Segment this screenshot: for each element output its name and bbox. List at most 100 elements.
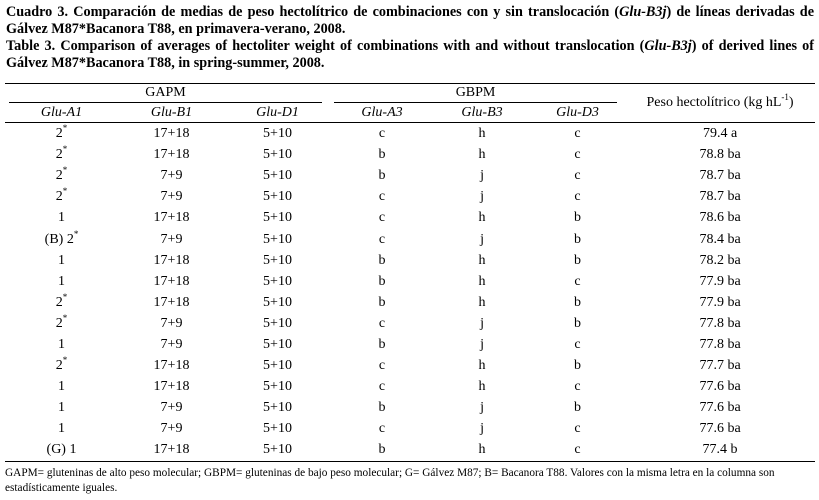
cell-text: 17+18: [153, 358, 190, 374]
table-cell: c: [330, 355, 434, 376]
cell-text: 77.6 ba: [699, 400, 741, 416]
cell-text: c: [378, 358, 386, 374]
table-cell: 79.4 a: [625, 123, 815, 145]
text-segment: Glu-B3j: [619, 4, 667, 20]
table-cell: 2*: [5, 144, 118, 165]
column-row: Glu-A1 Glu-B1 Glu-D1 Glu-A3 Glu-B3 Glu-D3: [5, 103, 815, 123]
table-cell: 5+10: [225, 418, 330, 439]
cell-text: 5+10: [263, 273, 292, 289]
cell-text: b: [574, 231, 582, 247]
column-header: Glu-D1: [225, 103, 331, 123]
cell-text: 5+10: [263, 210, 292, 226]
cell-text: 17+18: [153, 442, 190, 458]
table-cell: 17+18: [118, 292, 225, 313]
table-cell: 5+10: [225, 207, 330, 228]
table-cell: h: [434, 123, 530, 145]
table-cell: j: [434, 228, 530, 249]
table-row: 2* 17+18 5+10 b h b 77.9 ba: [5, 292, 815, 313]
table-cell: 1: [5, 250, 118, 271]
cell-text: 1: [58, 210, 65, 226]
table-cell: c: [530, 123, 625, 145]
table-cell: j: [434, 165, 530, 186]
table-cell: h: [434, 271, 530, 292]
cell-text: c: [574, 189, 581, 205]
table-cell: c: [530, 439, 626, 462]
table-cell: 77.4 b: [625, 439, 816, 462]
cell-text: 77.4 b: [702, 442, 738, 458]
cell-text: 5+10: [263, 168, 292, 184]
table-header: GAPM GBPM Peso hectolítrico (kg hL-1) Glu-A…: [5, 83, 816, 123]
table-cell: 78.7 ba: [625, 165, 815, 186]
text-segment: Glu-A3: [361, 104, 403, 120]
table-cell: 5+10: [225, 376, 330, 397]
table-cell: b: [530, 292, 625, 313]
cell-text: 2: [55, 147, 63, 163]
cell-text: 7+9: [160, 400, 183, 416]
text-segment: Table 3. Comparison of averages of hecto…: [6, 38, 645, 54]
column-header: Glu-A3: [330, 103, 435, 123]
table-row: 1 7+9 5+10 b j c 77.8 ba: [5, 334, 815, 355]
cell-text: b: [574, 315, 582, 331]
table-cell: b: [530, 250, 625, 271]
caption-english: Table 3. Comparison of averages of hecto…: [6, 38, 814, 72]
table-cell: b: [530, 313, 625, 334]
table-cell: 78.2 ba: [625, 250, 815, 271]
table-cell: (G) 1: [5, 439, 118, 462]
table-cell: 5+10: [225, 271, 330, 292]
cell-text: 77.8 ba: [699, 336, 741, 352]
table-row: 1 17+18 5+10 b h b 78.2 ba: [5, 250, 815, 271]
cell-text: 5+10: [263, 252, 292, 268]
group-header: GAPM: [5, 83, 330, 103]
text-segment: ): [788, 94, 794, 110]
table-cell: 7+9: [118, 397, 225, 418]
cell-text: 2: [55, 294, 63, 310]
table-cell: b: [330, 397, 434, 418]
table-cell: 2*: [5, 123, 118, 145]
cell-text: 17+18: [153, 147, 190, 163]
text-segment: Glu-B3j: [644, 38, 692, 54]
cell-text: b: [574, 400, 582, 416]
cell-text: 2: [55, 189, 63, 205]
cell-text: c: [378, 421, 386, 437]
group-label: GBPM: [334, 83, 618, 103]
text-segment: Glu-D1: [256, 104, 299, 120]
table-cell: c: [330, 207, 434, 228]
table-cell: 2*: [5, 313, 118, 334]
column-header: Glu-B3: [434, 103, 531, 123]
cell-text: 1: [58, 273, 65, 289]
table-cell: c: [530, 418, 625, 439]
cell-text: 77.8 ba: [699, 315, 741, 331]
cell-text: 7+9: [160, 168, 183, 184]
table-cell: 17+18: [118, 144, 225, 165]
cell-superscript: *: [62, 123, 68, 134]
cell-text: c: [378, 126, 386, 142]
text-segment: ) of derived lines of Gálvez M87*Bacanor…: [6, 38, 814, 71]
table-cell: c: [330, 313, 434, 334]
text-segment: Glu-A1: [40, 104, 83, 120]
cell-text: b: [574, 210, 582, 226]
table-row: 2* 7+9 5+10 c j b 77.8 ba: [5, 313, 815, 334]
group-header: GBPM: [330, 83, 625, 103]
table-row: 2* 17+18 5+10 b h c 78.8 ba: [5, 144, 815, 165]
top-rule: [5, 83, 815, 84]
table-cell: 17+18: [118, 123, 225, 145]
cell-superscript: *: [62, 355, 68, 366]
cell-text: j: [480, 421, 484, 437]
table-cell: h: [434, 376, 530, 397]
table-cell: b: [530, 207, 625, 228]
table-cell: b: [530, 355, 625, 376]
cell-text: 5+10: [263, 315, 292, 331]
table-cell: b: [330, 292, 434, 313]
table-cell: 5+10: [225, 292, 330, 313]
cell-text: b: [378, 294, 386, 310]
table-cell: 2*: [5, 355, 118, 376]
table-cell: 78.6 ba: [625, 207, 815, 228]
table-cell: 78.8 ba: [625, 144, 815, 165]
cell-text: 78.8 ba: [699, 147, 741, 163]
table-cell: 5+10: [225, 355, 330, 376]
cell-text: 5+10: [263, 400, 292, 416]
cell-text: h: [478, 126, 486, 142]
cell-text: 17+18: [153, 273, 190, 289]
table-cell: c: [530, 376, 625, 397]
